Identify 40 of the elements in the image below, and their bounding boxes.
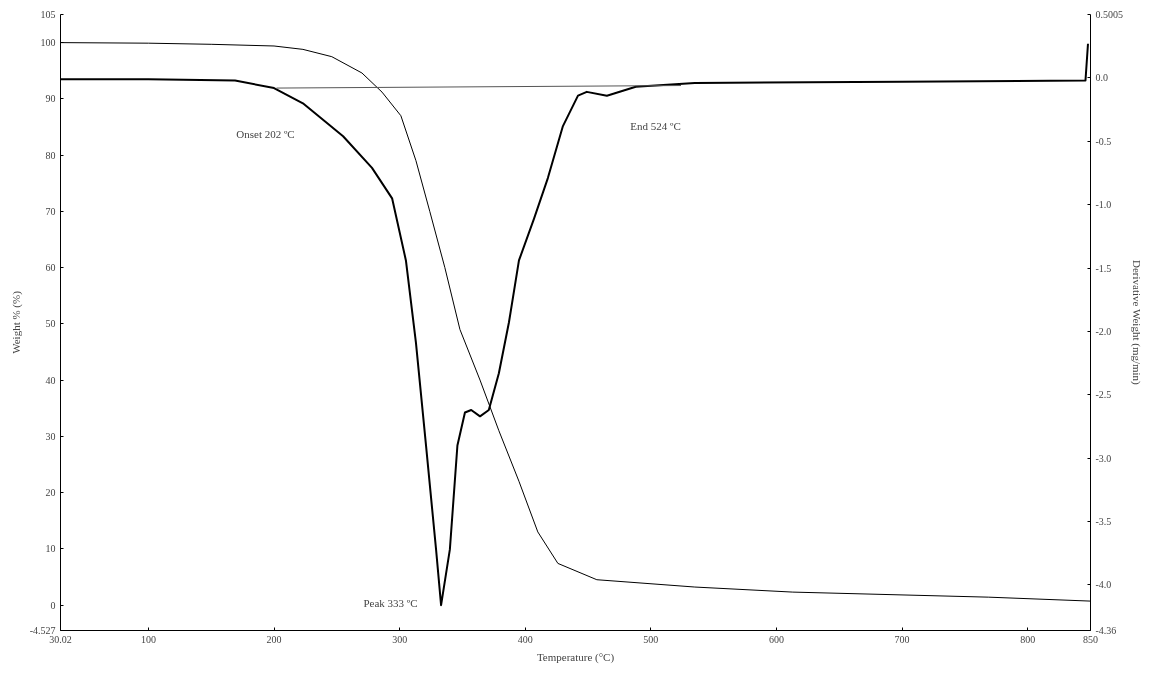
y2-tick-label: -4.0 [1095,579,1112,591]
y2-tick-label: -2.5 [1095,389,1112,401]
y-tick-label: 50 [45,318,56,330]
x-tick-label: 500 [643,633,659,645]
x-axis-title: Temperature (°C) [536,650,615,664]
y2-tick-label: -0.5 [1095,135,1112,147]
y-tick-label: 90 [45,93,56,105]
y-tick-label: 30 [45,430,56,442]
y-axis-title: Weight % (%) [9,290,23,354]
y2-axis-title: Derivative Weight (mg/min) [1130,260,1143,386]
x-tick-label: 800 [1020,633,1036,645]
y2-tick-label: 0.5005 [1095,9,1123,20]
y2-tick-label: -4.36 [1095,625,1117,636]
y2-tick-label: -3.0 [1095,452,1112,464]
y-tick-label: 70 [45,205,56,217]
y2-tick-label: -2.0 [1095,325,1112,337]
y2-tick-label: -3.5 [1095,516,1112,528]
y2-tick-label: -1.5 [1095,262,1112,274]
y-tick-label: 80 [45,149,56,161]
y-tick-label: 0 [50,599,56,611]
x-tick-label: 850 [1083,633,1098,645]
annotation: Peak 333 ºC [363,596,418,609]
x-tick-label: 30.02 [49,633,72,645]
y-tick-label: 10 [45,543,56,555]
x-tick-label: 400 [517,633,533,645]
x-tick-label: 600 [768,633,784,645]
y2-tick-label: -1.0 [1095,199,1112,211]
y-tick-label: 100 [40,37,56,49]
y-tick-label: -4.527 [29,625,56,636]
y-tick-label: 105 [40,9,56,20]
y-tick-label: 40 [45,374,56,386]
x-tick-label: 100 [140,633,156,645]
y2-tick-label: 0.0 [1095,72,1108,84]
annotation: Onset 202 ºC [236,127,295,140]
x-tick-label: 700 [894,633,910,645]
y-tick-label: 60 [45,262,56,274]
y-tick-label: 20 [45,487,56,499]
x-tick-label: 200 [266,633,282,645]
annotation: End 524 ºC [630,119,681,132]
x-tick-label: 300 [392,633,408,645]
